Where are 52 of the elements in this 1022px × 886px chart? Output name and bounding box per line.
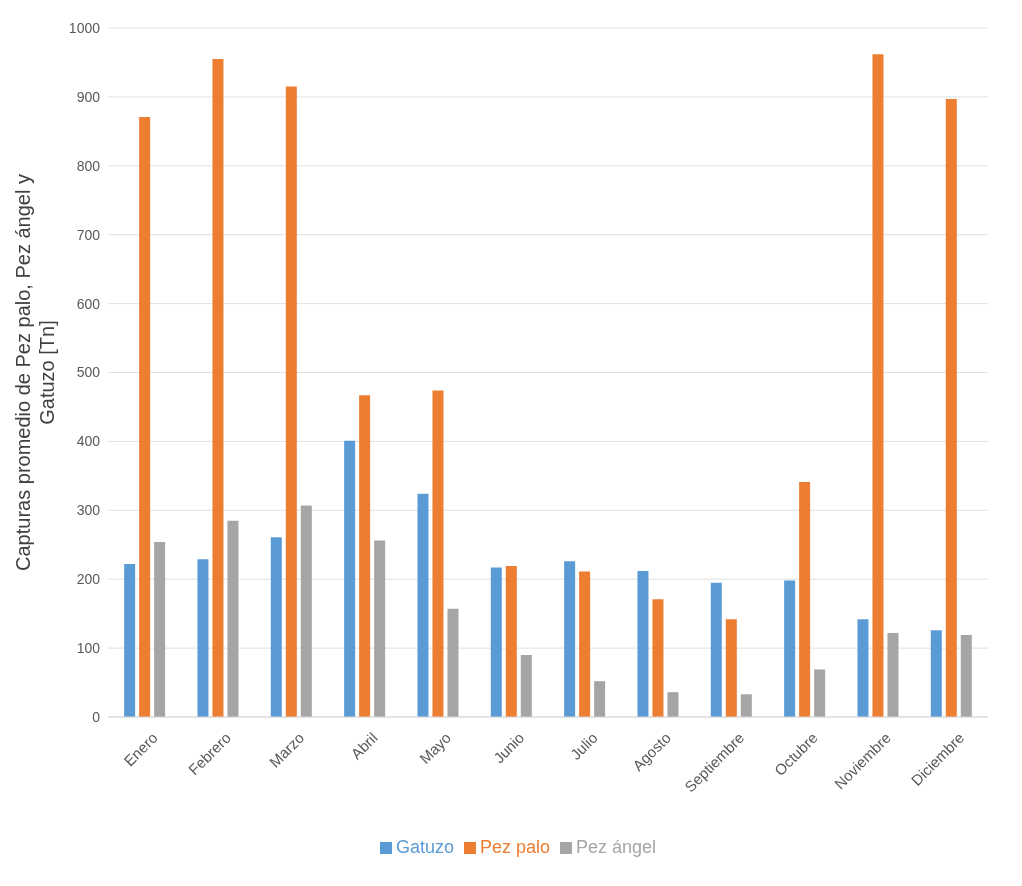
bar [227, 520, 239, 717]
bar [447, 608, 459, 717]
y-tick-label: 200 [76, 571, 101, 588]
bar [579, 571, 591, 717]
bar [285, 86, 297, 717]
legend-label: Gatuzo [395, 837, 454, 857]
bar [374, 540, 386, 717]
bar [564, 561, 576, 717]
y-tick-label: 300 [76, 502, 101, 519]
bar [490, 567, 502, 717]
legend-label: Pez palo [479, 837, 551, 857]
bar [872, 54, 884, 717]
bar [212, 59, 224, 717]
y-tick-label: 0 [92, 708, 101, 725]
bar [344, 440, 356, 717]
bar [417, 493, 429, 717]
y-tick-label: 1000 [68, 19, 101, 36]
bar [814, 669, 826, 717]
bar [740, 694, 752, 717]
bar [432, 390, 444, 717]
y-tick-label: 600 [76, 295, 101, 312]
bar [710, 582, 722, 717]
bar [960, 635, 972, 717]
bar [799, 482, 811, 717]
y-tick-label: 100 [76, 640, 101, 657]
bar [505, 566, 517, 717]
bar [594, 681, 606, 717]
bar [300, 505, 312, 717]
bar [139, 116, 151, 717]
x-tick-label: Julio [566, 729, 601, 763]
legend-label: Pez ángel [576, 837, 657, 857]
y-tick-label: 900 [76, 88, 101, 105]
bar [197, 559, 209, 717]
bar [857, 619, 869, 717]
y-tick-label: 800 [76, 157, 101, 174]
bar [652, 599, 664, 717]
bar [930, 630, 942, 717]
bar [520, 654, 532, 717]
bar [667, 692, 679, 717]
y-tick-label: 400 [76, 433, 101, 450]
bar [154, 541, 166, 717]
bar [784, 580, 796, 717]
bar [270, 537, 282, 717]
bar [359, 395, 371, 717]
y-axis-title: Capturas promedio de Pez palo, Pez ángel y Gatuzo [Tn] [12, 174, 58, 571]
y-tick-label: 500 [76, 364, 101, 381]
y-tick-label: 700 [76, 226, 101, 243]
bar [725, 619, 737, 717]
bar [637, 570, 649, 717]
bar [887, 632, 899, 717]
bar [124, 564, 136, 717]
bar [945, 98, 957, 717]
